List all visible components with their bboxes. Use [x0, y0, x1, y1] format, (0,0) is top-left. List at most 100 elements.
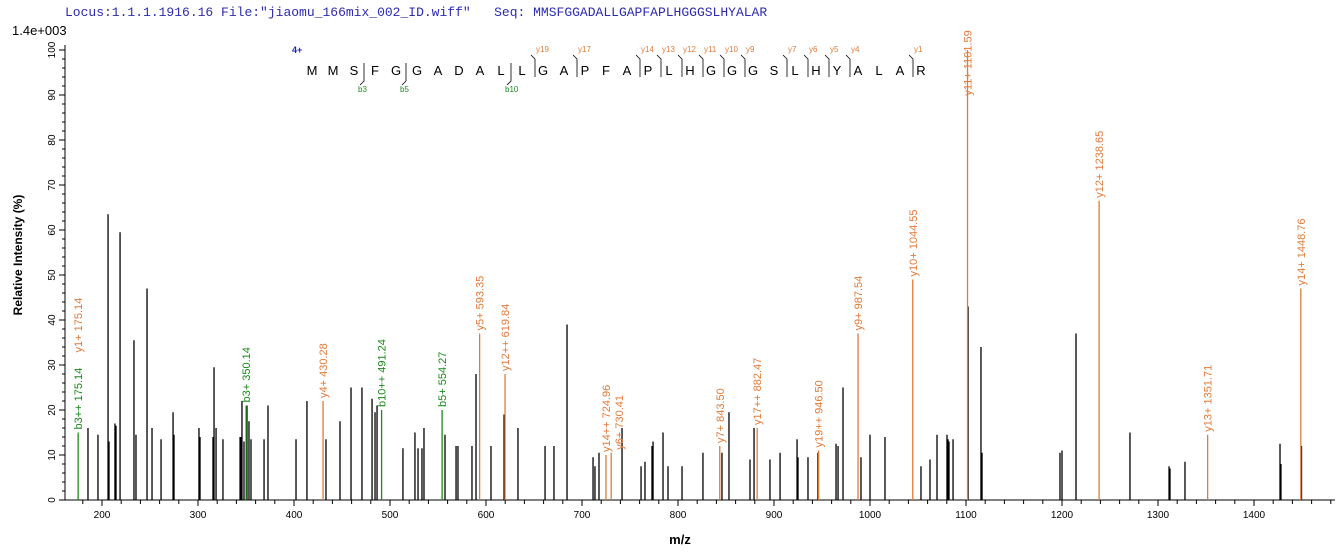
y-tick-label: 10	[47, 449, 58, 461]
peak-label: y17++ 882.47	[752, 358, 764, 425]
y-fragment-label: y4	[851, 45, 860, 54]
y-fragment-bracket	[740, 54, 746, 77]
x-tick-label: 1200	[1051, 510, 1074, 521]
peak-label: y4+ 430.28	[318, 343, 330, 398]
peak-label: y5+ 593.35	[475, 276, 487, 331]
peak-label: y13+ 1351.71	[1203, 365, 1215, 432]
y-fragment-bracket	[698, 54, 704, 77]
peak-label: b5+ 554.27	[437, 352, 449, 407]
peak-label: b10++ 491.24	[377, 339, 389, 407]
peak-label: y19++ 946.50	[814, 380, 826, 447]
y-fragment-bracket	[719, 54, 725, 77]
sequence-residue: A	[854, 63, 863, 78]
peak-label: y14++ 724.96	[601, 385, 613, 452]
y-tick-label: 60	[47, 224, 58, 236]
sequence-residue: A	[476, 63, 485, 78]
y-fragment-label: y7	[788, 45, 797, 54]
y-tick-label: 20	[47, 404, 58, 416]
peak-label: y6+ 730.41	[614, 395, 626, 450]
y-fragment-bracket	[803, 54, 809, 77]
precursor-charge: 4+	[292, 45, 302, 55]
y-fragment-label: y13	[662, 45, 675, 54]
b-fragment-bracket	[506, 63, 512, 86]
sequence-residue: L	[665, 63, 672, 78]
peak-label: y10+ 1044.55	[908, 210, 920, 277]
peak-label: b3+ 350.14	[241, 347, 253, 402]
locus-text: Locus:1.1.1.1916.16	[65, 5, 214, 20]
peak-label: b3++ 175.14	[73, 368, 85, 430]
peak-label: y1+ 175.14	[73, 298, 85, 353]
sequence-residue: L	[791, 63, 798, 78]
sequence-residue: G	[727, 63, 737, 78]
y-tick-label: 90	[47, 89, 58, 101]
sequence-residue: G	[706, 63, 716, 78]
sequence-residue: A	[434, 63, 443, 78]
peak-label: y11+ 1101.59	[963, 30, 975, 95]
sequence-residue: H	[811, 63, 820, 78]
sequence-residue: G	[391, 63, 401, 78]
y-fragment-label: y17	[578, 45, 591, 54]
y-fragment-label: y12	[683, 45, 696, 54]
sequence-residue: D	[454, 63, 463, 78]
y-tick-label: 80	[47, 134, 58, 146]
y-fragment-label: y14	[641, 45, 654, 54]
y-fragment-bracket	[845, 54, 851, 77]
peak-label: y14+ 1448.76	[1296, 219, 1308, 286]
peak-label: y9+ 987.54	[853, 276, 865, 331]
x-tick-label: 500	[382, 510, 399, 521]
sequence-residue: G	[538, 63, 548, 78]
peak-label: y12+ 1238.65	[1094, 131, 1106, 198]
x-tick-label: 600	[478, 510, 495, 521]
sequence-residue: L	[497, 63, 504, 78]
y-fragment-bracket	[908, 54, 914, 77]
sequence-residue: Y	[833, 63, 842, 78]
file-text: File:"jiaomu_166mix_002_ID.wiff"	[221, 5, 471, 20]
x-tick-label: 1300	[1147, 510, 1170, 521]
sequence-residue: P	[644, 63, 653, 78]
x-tick-label: 300	[190, 510, 207, 521]
sequence-residue: H	[685, 63, 694, 78]
spectrum-header: Locus:1.1.1.1916.16 File:"jiaomu_166mix_…	[65, 5, 767, 20]
y-fragment-label: y9	[746, 45, 755, 54]
peak-label: y12++ 619.84	[500, 304, 512, 371]
seq-label: Seq:	[494, 5, 526, 20]
y-fragment-label: y5	[830, 45, 839, 54]
sequence-residue: L	[518, 63, 525, 78]
y-fragment-bracket	[824, 54, 830, 77]
x-tick-label: 800	[670, 510, 687, 521]
sequence-residue: G	[412, 63, 422, 78]
y-fragment-label: y10	[725, 45, 738, 54]
y-fragment-bracket	[530, 54, 536, 77]
y-tick-label: 0	[47, 497, 58, 503]
y-fragment-label: y1	[914, 45, 923, 54]
b-fragment-bracket	[359, 63, 365, 86]
sequence-residue: G	[748, 63, 758, 78]
sequence-residue: S	[350, 63, 359, 78]
y-axis-label: Relative Intensity (%)	[11, 195, 25, 316]
b-fragment-label: b5	[400, 85, 409, 94]
sequence-residue: P	[581, 63, 590, 78]
y-fragment-label: y19	[536, 45, 549, 54]
y-fragment-label: y6	[809, 45, 818, 54]
sequence-residue: F	[602, 63, 610, 78]
x-axis-label: m/z	[669, 532, 691, 547]
y-tick-label: 40	[47, 314, 58, 326]
b-fragment-bracket	[401, 63, 407, 86]
b-fragment-label: b3	[358, 85, 367, 94]
sequence-residue: A	[560, 63, 569, 78]
y-fragment-bracket	[656, 54, 662, 77]
x-tick-label: 700	[574, 510, 591, 521]
y-tick-label: 70	[47, 179, 58, 191]
x-tick-label: 1000	[859, 510, 882, 521]
sequence-residue: R	[916, 63, 925, 78]
sequence-residue: M	[328, 63, 339, 78]
sequence-residue: A	[623, 63, 632, 78]
y-tick-label: 100	[47, 41, 58, 58]
y-tick-label: 30	[47, 359, 58, 371]
b-fragment-label: b10	[505, 85, 519, 94]
sequence-residue: M	[307, 63, 318, 78]
y-tick-label: 50	[47, 269, 58, 281]
y-fragment-bracket	[782, 54, 788, 77]
sequence-residue: S	[770, 63, 779, 78]
